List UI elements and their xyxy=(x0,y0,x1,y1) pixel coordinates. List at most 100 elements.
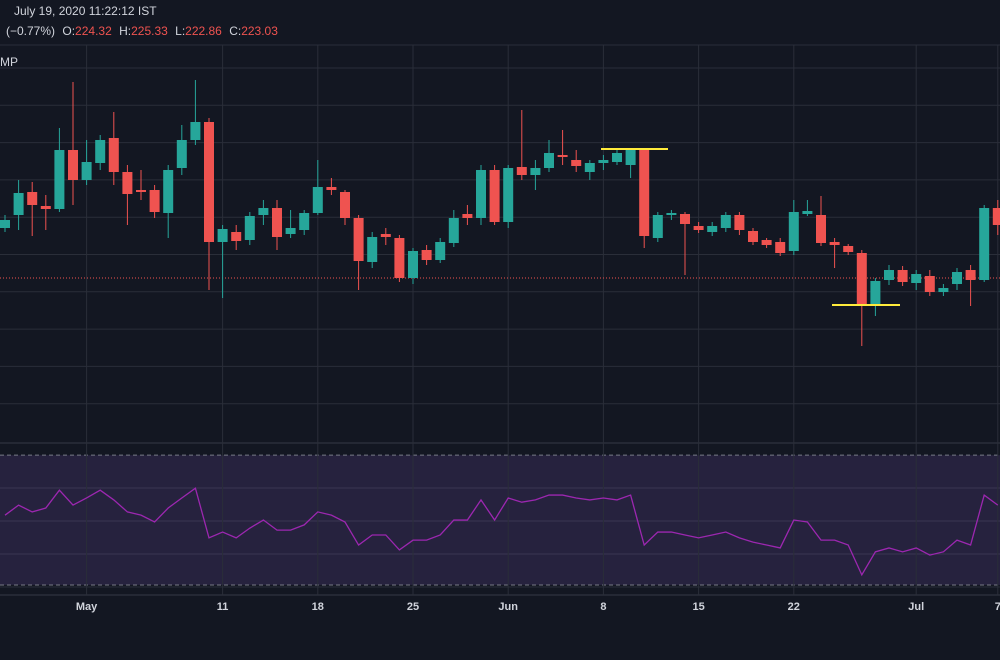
candle-body xyxy=(965,270,976,280)
c-value: 223.03 xyxy=(241,24,278,38)
candle-body xyxy=(380,234,391,237)
candle-body xyxy=(516,167,527,175)
candle-body xyxy=(367,237,378,262)
candle-body xyxy=(285,228,296,234)
x-tick-label: 22 xyxy=(788,601,800,613)
x-tick-label: 8 xyxy=(600,601,606,613)
candle-body xyxy=(761,240,772,245)
candle-body xyxy=(856,253,867,304)
c-label: C: xyxy=(229,24,241,38)
candle-body xyxy=(448,218,459,243)
candle-body xyxy=(462,214,473,218)
x-tick-label: Jul xyxy=(908,601,924,613)
candle-body xyxy=(54,150,65,209)
candle-body xyxy=(720,215,731,228)
candle-body xyxy=(204,122,214,242)
candle-body xyxy=(408,251,418,278)
candle-body xyxy=(299,213,310,230)
candle-body xyxy=(244,216,255,240)
candle-body xyxy=(108,138,119,172)
h-value: 225.33 xyxy=(131,24,168,38)
candle-body xyxy=(911,274,922,283)
o-value: 224.32 xyxy=(75,24,112,38)
candle-body xyxy=(149,190,160,212)
candle-body xyxy=(680,214,690,224)
candle-body xyxy=(598,160,609,163)
candle-body xyxy=(557,155,568,157)
candle-body xyxy=(489,170,500,222)
ohlc-legend: (−0.77%) O:224.32 H:225.33 L:222.86 C:22… xyxy=(6,24,278,38)
candle-body xyxy=(353,218,364,261)
candle-body xyxy=(13,193,24,215)
candle-body xyxy=(924,276,935,292)
candle-body xyxy=(652,215,663,238)
o-label: O: xyxy=(62,24,75,38)
candle-body xyxy=(816,215,826,243)
x-tick-label: 18 xyxy=(312,601,324,613)
candle-body xyxy=(897,270,908,282)
x-tick-label: Jun xyxy=(498,601,518,613)
candle-body xyxy=(0,220,10,228)
candle-body xyxy=(476,170,486,218)
candle-body xyxy=(775,242,786,253)
candle-body xyxy=(190,122,201,140)
candle-body xyxy=(979,208,990,280)
l-value: 222.86 xyxy=(185,24,222,38)
h-label: H: xyxy=(119,24,131,38)
candle-body xyxy=(217,229,228,242)
change: (−0.77%) xyxy=(6,24,55,38)
candle-body xyxy=(884,270,894,280)
candle-body xyxy=(40,206,51,209)
candle-body xyxy=(340,192,350,218)
candle-body xyxy=(136,190,146,192)
candle-body xyxy=(829,242,840,245)
candle-body xyxy=(707,226,718,232)
candle-body xyxy=(95,140,106,163)
candle-body xyxy=(571,160,582,166)
candle-body xyxy=(394,238,405,278)
candle-body xyxy=(163,170,174,213)
candle-body xyxy=(734,215,745,230)
rsi-line xyxy=(4,487,999,577)
candle-body xyxy=(503,168,514,222)
x-tick-label: 15 xyxy=(692,601,704,613)
candle-body xyxy=(435,242,446,260)
candle-body xyxy=(938,288,949,292)
candle-body xyxy=(870,281,881,304)
rsi-band xyxy=(0,455,1000,585)
candle-body xyxy=(584,163,595,172)
candle-body xyxy=(272,208,282,237)
candle-body xyxy=(748,231,758,242)
candle-body xyxy=(122,172,133,194)
x-tick-label: 25 xyxy=(407,601,419,613)
x-tick-label: 7 xyxy=(995,601,1000,613)
candle-body xyxy=(421,250,432,260)
candle-body xyxy=(81,162,92,180)
candle-body xyxy=(666,213,677,215)
candle-body xyxy=(788,212,799,251)
candle-body xyxy=(27,192,38,205)
candle-body xyxy=(258,208,269,215)
candle-body xyxy=(176,140,187,168)
candle-body xyxy=(312,187,323,213)
candle-body xyxy=(326,187,337,190)
candle-body xyxy=(802,211,813,214)
candle-body xyxy=(843,246,854,252)
datetime: July 19, 2020 11:22:12 IST xyxy=(14,4,157,18)
candle-body xyxy=(231,232,242,241)
x-tick-label: May xyxy=(76,601,98,613)
candle-body xyxy=(544,153,554,168)
candle-body xyxy=(68,150,78,180)
indicator-label: MP xyxy=(0,55,18,69)
l-label: L: xyxy=(175,24,185,38)
candle-body xyxy=(530,168,541,175)
candle-body xyxy=(639,150,650,236)
candle-body xyxy=(612,153,622,162)
candle-body xyxy=(992,208,1000,225)
candle-body xyxy=(693,226,704,230)
x-tick-label: 11 xyxy=(217,601,229,613)
candle-body xyxy=(952,272,962,284)
candle-body xyxy=(625,150,636,165)
